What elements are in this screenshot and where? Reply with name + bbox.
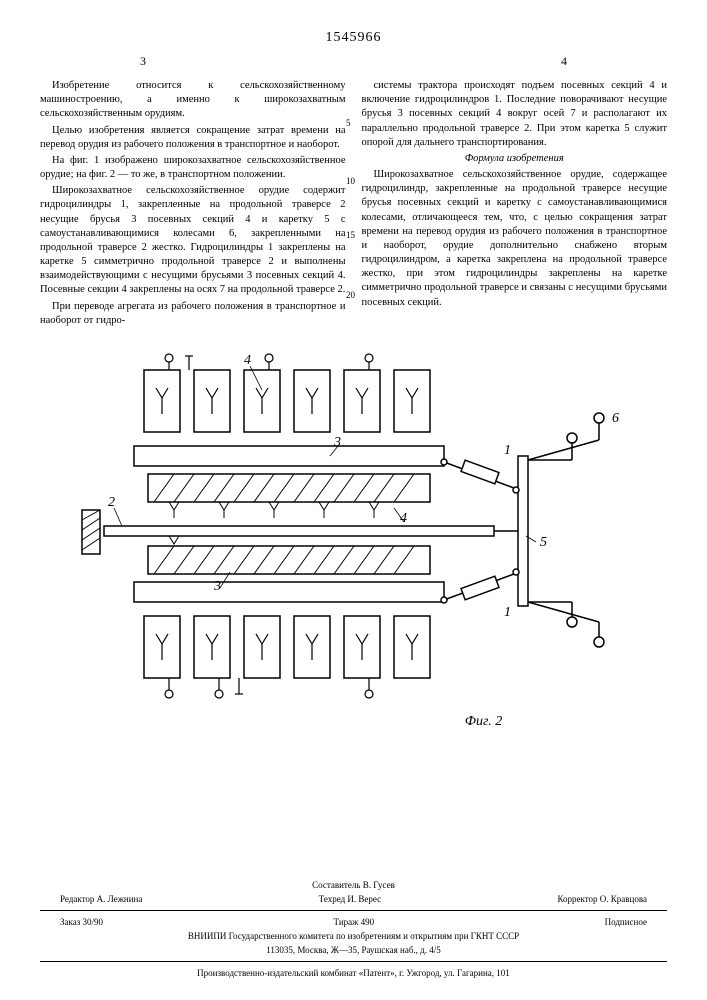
fig-label-1a: 1 [504,443,511,458]
formula-title: Формула изобретения [362,152,668,166]
para: Целью изобретения является сокращение за… [40,124,346,152]
footer-vniipi1: ВНИИПИ Государственного комитета по изоб… [40,929,667,943]
figure-2: 4 3 4 3 2 1 1 5 6 Фиг. 2 [40,350,667,730]
footer-tirazh: Тираж 490 [334,917,375,927]
fig-label-4: 4 [244,353,251,368]
para: На фиг. 1 изображено широкозахватное сел… [40,154,346,182]
line-number: 15 [346,230,355,240]
left-column: Изобретение относится к сельскохозяйстве… [40,79,346,330]
fig-label-2: 2 [108,495,115,510]
fig-label-5: 5 [540,535,547,550]
footer-editor: Редактор А. Лежнина [60,894,142,904]
figure-caption: Фиг. 2 [40,714,667,730]
patent-page: 1545966 3 4 Изобретение относится к сель… [0,0,707,1000]
line-number: 20 [346,290,355,300]
page-marks: 3 4 [40,54,667,69]
footer-press: Производственно-издательский комбинат «П… [40,966,667,980]
footer-subscribed: Подписное [605,917,647,927]
fig-label-6: 6 [612,411,619,426]
para: Широкозахватное сельскохозяйственное ору… [40,184,346,297]
para: системы трактора происходят подъем посев… [362,79,668,150]
fig-label-1b: 1 [504,605,511,620]
right-mark: 4 [561,54,567,69]
footer-order: Заказ 30/90 [60,917,103,927]
line-number: 5 [346,118,351,128]
right-column: системы трактора происходят подъем посев… [362,79,668,330]
footer-vniipi2: 113035, Москва, Ж—35, Раушская наб., д. … [40,943,667,957]
left-mark: 3 [140,54,146,69]
footer-tech: Техред И. Верес [319,894,381,904]
footer: Составитель В. Гусев Редактор А. Лежнина… [40,878,667,980]
footer-corrector: Корректор О. Кравцова [557,894,647,904]
fig-label-3b: 3 [213,579,221,594]
para: При переводе агрегата из рабочего положе… [40,300,346,328]
para: Изобретение относится к сельскохозяйстве… [40,79,346,122]
figure-svg: 4 3 4 3 2 1 1 5 6 [74,350,634,710]
footer-compiler: Составитель В. Гусев [40,878,667,892]
line-number: 10 [346,176,355,186]
patent-number: 1545966 [40,30,667,46]
para: Широкозахватное сельскохозяйственное ору… [362,168,668,310]
